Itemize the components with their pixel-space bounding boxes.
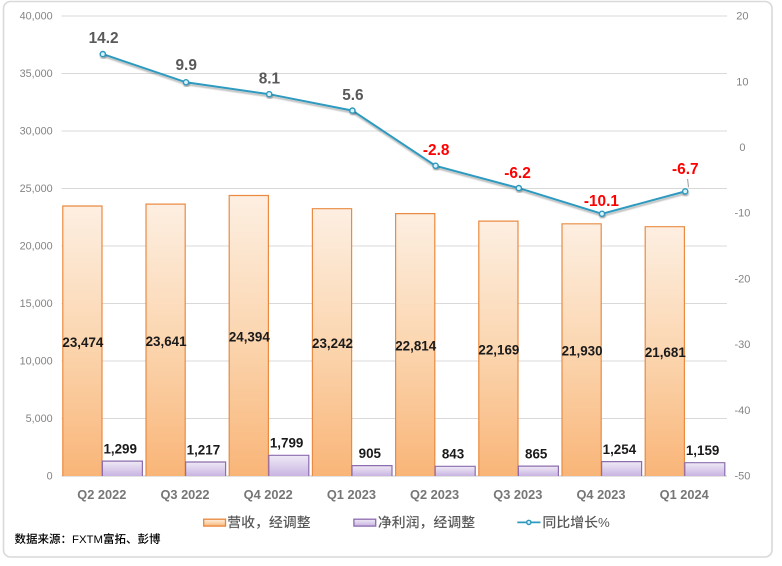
- svg-text:Q1 2024: Q1 2024: [660, 487, 710, 502]
- svg-text:10,000: 10,000: [20, 356, 53, 368]
- svg-text:1,299: 1,299: [103, 442, 137, 457]
- svg-text:40,000: 40,000: [20, 11, 53, 23]
- svg-text:%: %: [598, 515, 610, 530]
- svg-text:Q1 2023: Q1 2023: [327, 487, 376, 502]
- svg-text:-6.7: -6.7: [672, 161, 699, 178]
- svg-text:5.6: 5.6: [342, 87, 363, 104]
- svg-text:843: 843: [442, 447, 464, 462]
- svg-text:20: 20: [736, 11, 748, 23]
- svg-text:22,169: 22,169: [478, 342, 519, 357]
- svg-text:1,159: 1,159: [686, 443, 720, 458]
- svg-text:9.9: 9.9: [175, 57, 196, 74]
- svg-text:22,814: 22,814: [395, 339, 437, 354]
- svg-text:Q2 2022: Q2 2022: [77, 487, 126, 502]
- svg-text:-10: -10: [734, 208, 750, 220]
- svg-text:Q2 2023: Q2 2023: [410, 487, 459, 502]
- svg-text:-2.8: -2.8: [423, 142, 450, 159]
- svg-text:-50: -50: [734, 471, 750, 483]
- svg-text:15,000: 15,000: [20, 298, 53, 310]
- svg-text:8.1: 8.1: [259, 70, 281, 87]
- svg-text:0: 0: [47, 471, 53, 483]
- svg-text:-10.1: -10.1: [584, 193, 620, 210]
- svg-text:10: 10: [736, 76, 748, 88]
- svg-text:30,000: 30,000: [20, 126, 53, 138]
- svg-text:FXTM: FXTM: [72, 534, 103, 546]
- svg-text:-30: -30: [734, 339, 750, 351]
- svg-text:Q3 2022: Q3 2022: [160, 487, 209, 502]
- svg-text:24,394: 24,394: [229, 330, 271, 345]
- svg-text:0: 0: [739, 142, 745, 154]
- svg-text:Q3 2023: Q3 2023: [493, 487, 542, 502]
- svg-text:865: 865: [525, 447, 548, 462]
- svg-text:1,799: 1,799: [270, 436, 304, 451]
- svg-text:-20: -20: [734, 273, 750, 285]
- svg-text:23,474: 23,474: [62, 335, 104, 350]
- svg-text:Q4 2022: Q4 2022: [244, 487, 293, 502]
- svg-text:Q4 2023: Q4 2023: [576, 487, 625, 502]
- svg-text:905: 905: [359, 446, 382, 461]
- svg-text:1,217: 1,217: [187, 442, 221, 457]
- svg-text:20,000: 20,000: [20, 241, 53, 253]
- svg-text:14.2: 14.2: [89, 30, 119, 47]
- svg-text:-6.2: -6.2: [504, 165, 531, 182]
- svg-text:21,681: 21,681: [645, 345, 687, 360]
- svg-text:23,641: 23,641: [146, 334, 188, 349]
- svg-text:5,000: 5,000: [26, 413, 53, 425]
- svg-text:25,000: 25,000: [20, 183, 53, 195]
- svg-text:-40: -40: [734, 405, 750, 417]
- svg-text:35,000: 35,000: [20, 68, 53, 80]
- svg-text:1,254: 1,254: [603, 442, 637, 457]
- svg-text:23,242: 23,242: [312, 336, 353, 351]
- svg-text:21,930: 21,930: [562, 344, 603, 359]
